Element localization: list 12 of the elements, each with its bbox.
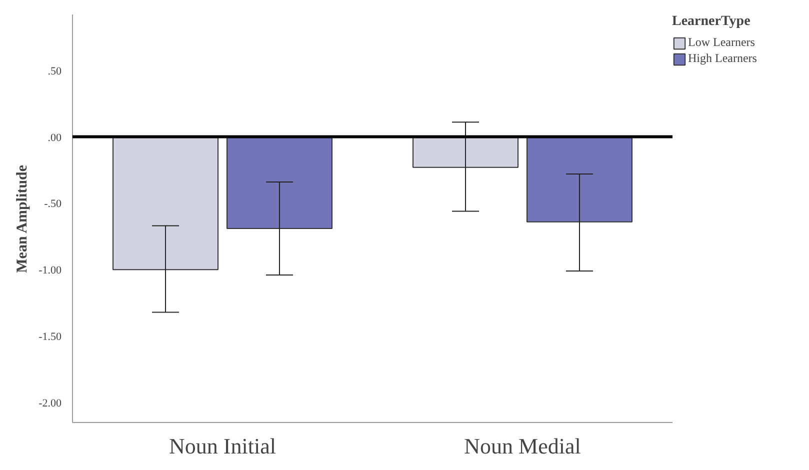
y-tick-label: .50 [48, 65, 62, 78]
y-tick-label: -1.00 [38, 264, 62, 277]
x-tick-label: Noun Initial [169, 434, 276, 458]
y-tick-label: -1.50 [38, 331, 62, 344]
y-tick-label: -.50 [44, 198, 62, 210]
y-axis-title: Mean Amplitude [14, 164, 31, 273]
legend-label: Low Learners [688, 35, 755, 50]
legend-title: LearnerType [672, 14, 752, 30]
legend-label: High Learners [688, 51, 757, 66]
x-tick-label: Noun Medial [464, 434, 581, 458]
y-tick-label: -2.00 [38, 398, 62, 410]
y-tick-label: .00 [48, 132, 62, 144]
